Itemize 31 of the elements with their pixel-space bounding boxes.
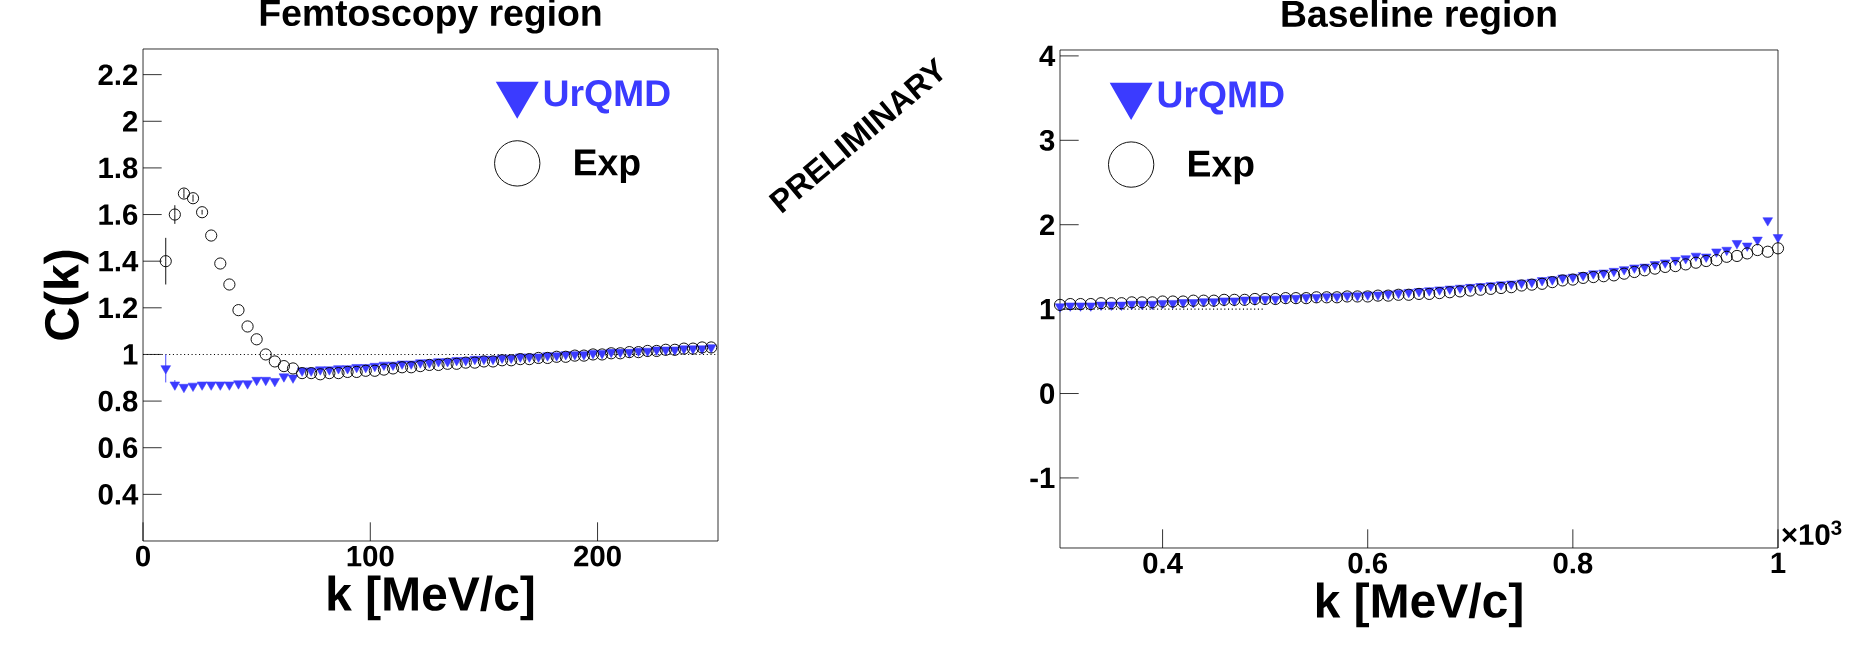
y-tick-label: 2.2 xyxy=(98,64,138,85)
y-tick-label: 1.8 xyxy=(99,157,138,179)
y-tick-label: 1 xyxy=(123,344,138,365)
x-tick-label: 100 xyxy=(347,545,394,567)
legend-label: Exp xyxy=(1189,150,1254,185)
y-axis-title: C(k) xyxy=(43,250,89,340)
y-tick-label: 2 xyxy=(123,111,138,132)
chart-title: Baseline region xyxy=(1282,0,1556,35)
y-tick-label: 4 xyxy=(1039,45,1056,66)
y-tick-label: 0 xyxy=(1040,383,1055,404)
x-tick-label: 0.6 xyxy=(1348,552,1388,574)
y-tick-label: 3 xyxy=(1039,129,1055,151)
y-tick-label: 1.4 xyxy=(99,251,139,272)
y-tick-label: -1 xyxy=(1030,467,1055,489)
y-tick-label: 1.2 xyxy=(99,297,138,319)
y-tick-label: 0.8 xyxy=(98,390,138,412)
x-tick-label: 200 xyxy=(574,545,621,567)
x-axis-title: k [MeV/c] xyxy=(1316,582,1522,628)
x-tick-label: 0.8 xyxy=(1553,552,1593,574)
x-tick-label: 1 xyxy=(1771,552,1786,573)
y-tick-label: 0.4 xyxy=(98,483,139,505)
y-tick-label: 0.6 xyxy=(98,437,138,459)
legend-label: UrQMD xyxy=(544,80,670,114)
text: ×10$^{3}$ xyxy=(1782,520,1842,546)
y-tick-label: 1 xyxy=(1040,299,1055,320)
legend-label: UrQMD xyxy=(1158,81,1284,115)
x-axis-title: k [MeV/c] xyxy=(328,575,534,621)
y-tick-label: 1.6 xyxy=(99,204,138,225)
x-tick-label: 0.4 xyxy=(1143,552,1183,574)
legend-label: Exp xyxy=(575,149,640,183)
y-tick-label: 2 xyxy=(1040,214,1055,235)
